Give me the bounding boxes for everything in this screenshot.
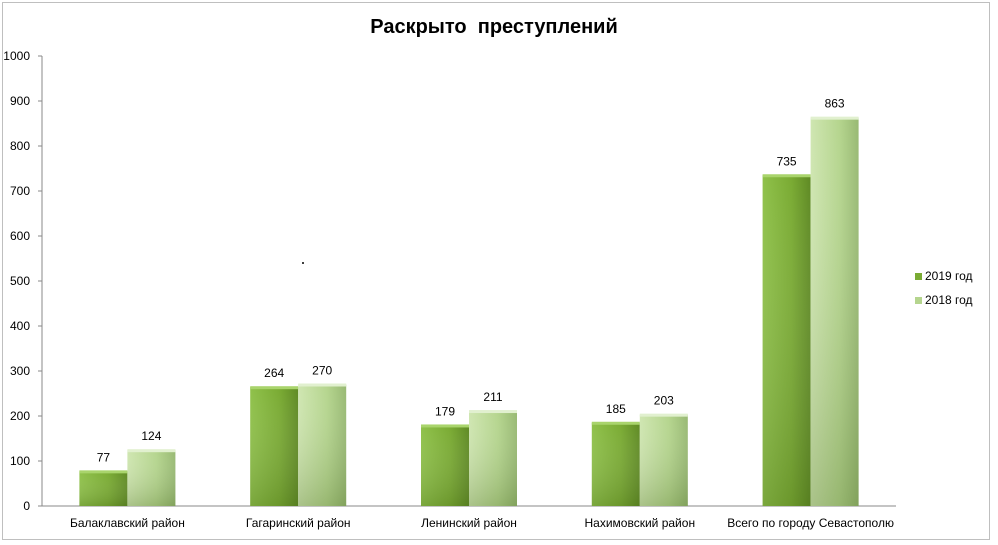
bar-shade — [639, 414, 688, 506]
y-tick-label: 800 — [10, 139, 30, 153]
bar-shade — [469, 411, 517, 506]
category-label: Нахимовский район — [585, 516, 696, 530]
data-label: 77 — [97, 450, 111, 464]
bar-shade — [810, 117, 859, 507]
data-labels-group: 77 124 264 270 179 211 185 203 735 863 — [97, 97, 845, 465]
category-labels-group: Балаклавский район Гагаринский район Ленин… — [70, 516, 894, 530]
bars-group — [79, 116, 859, 507]
y-tick-label: 900 — [10, 94, 30, 108]
data-label: 185 — [606, 402, 626, 416]
y-tick-label: 700 — [10, 184, 30, 198]
bar-top-bevel — [810, 116, 859, 120]
bar-shade — [421, 425, 469, 506]
bar-top-bevel — [127, 449, 176, 453]
bar-top-bevel — [469, 410, 517, 414]
stray-dot — [302, 262, 304, 264]
bar-shade — [250, 387, 299, 506]
data-label: 264 — [264, 366, 284, 380]
category-label: Всего по городу Севастополю — [727, 516, 894, 530]
y-tick-label: 1000 — [3, 49, 30, 63]
data-label: 203 — [654, 394, 674, 408]
legend-label: 2019 год — [925, 269, 973, 283]
legend-swatch — [915, 273, 922, 280]
bar-top-bevel — [639, 413, 688, 417]
chart-title: Раскрыто преступлений — [370, 16, 618, 38]
data-label: 179 — [435, 404, 455, 418]
bar-shade — [591, 422, 640, 506]
y-tick-label: 100 — [10, 454, 30, 468]
data-label: 863 — [825, 97, 845, 111]
bar-shade — [127, 450, 176, 506]
y-tick-label: 600 — [10, 229, 30, 243]
y-tick-label: 200 — [10, 409, 30, 423]
category-label: Гагаринский район — [246, 516, 351, 530]
data-label: 211 — [483, 390, 502, 404]
y-tick-label: 500 — [10, 274, 30, 288]
bar-top-bevel — [591, 421, 640, 425]
bar-top-bevel — [762, 174, 811, 178]
legend-swatch — [915, 297, 922, 304]
bar-top-bevel — [298, 383, 347, 387]
data-label: 735 — [777, 154, 797, 168]
y-tick-label: 400 — [10, 319, 30, 333]
data-label: 270 — [312, 364, 332, 378]
y-tick-label: 0 — [23, 499, 30, 513]
y-axis-ticks: 0 100 200 300 400 500 600 700 800 900 1000 — [3, 49, 42, 513]
y-tick-label: 300 — [10, 364, 30, 378]
category-label: Ленинский район — [421, 516, 517, 530]
legend-label: 2018 год — [925, 293, 973, 307]
bar-shade — [79, 471, 128, 506]
bar-top-bevel — [79, 470, 128, 474]
category-label: Балаклавский район — [70, 516, 185, 530]
bar-top-bevel — [250, 386, 299, 390]
data-label: 124 — [141, 429, 161, 443]
bar-shade — [298, 384, 347, 506]
bar-top-bevel — [421, 424, 469, 428]
bar-shade — [762, 175, 811, 506]
legend: 2019 год 2018 год — [915, 269, 973, 307]
